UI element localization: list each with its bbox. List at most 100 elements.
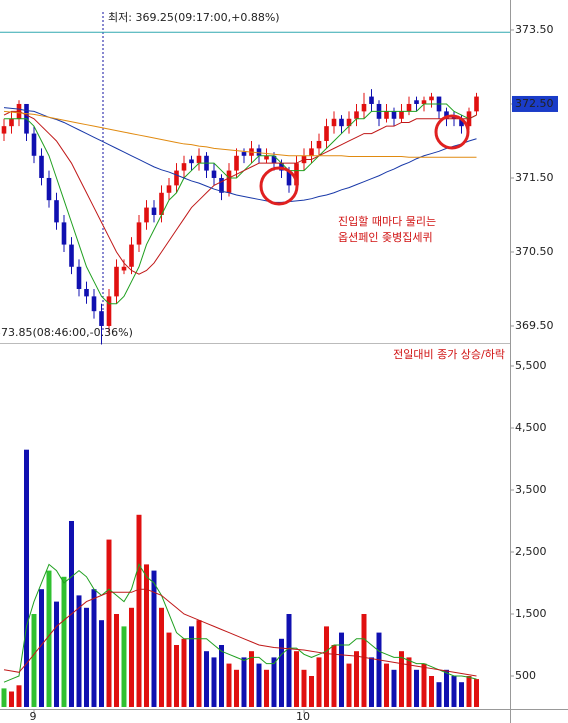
moving-average-line xyxy=(3,110,477,275)
candle-body xyxy=(136,222,142,245)
volume-bar xyxy=(129,607,134,707)
volume-bar xyxy=(249,651,254,707)
candle-body xyxy=(234,155,239,171)
candle-body xyxy=(399,111,404,119)
moving-average-line xyxy=(3,110,477,158)
candle-body xyxy=(31,133,37,156)
candle-body xyxy=(121,266,127,271)
volume-bar xyxy=(211,657,217,707)
volume-bar xyxy=(61,576,67,707)
candle-body xyxy=(1,126,7,134)
candle-body xyxy=(76,266,82,289)
candle-body xyxy=(286,170,292,186)
candle-body xyxy=(129,244,134,267)
volume-bar xyxy=(24,449,29,707)
candle-body xyxy=(46,177,52,201)
volume-bar xyxy=(226,663,232,707)
volume-bar xyxy=(361,613,367,707)
low-label: 373.85(08:46:00,-0.36%) xyxy=(0,326,133,339)
highlight-circle xyxy=(434,114,470,150)
volume-bar xyxy=(399,651,404,707)
volume-bar xyxy=(444,669,449,707)
volume-bar xyxy=(144,564,149,707)
candle-body xyxy=(99,311,104,326)
candle-body xyxy=(226,170,232,193)
volume-bar xyxy=(91,589,97,707)
volume-bar xyxy=(46,570,52,707)
volume-bar xyxy=(309,675,314,707)
volume-bar xyxy=(451,675,457,707)
volume-bar xyxy=(264,669,269,707)
y-tick-label: 369.50 xyxy=(515,319,554,332)
volume-bar xyxy=(121,626,127,707)
volume-bar xyxy=(421,663,427,707)
volume-bar xyxy=(16,685,22,707)
candle-body xyxy=(159,192,164,215)
volume-bar xyxy=(54,601,59,707)
volume-bar xyxy=(136,514,142,707)
volume-bar xyxy=(436,682,442,707)
volume-bar xyxy=(474,679,479,707)
volume-bar xyxy=(196,620,202,707)
volume-bar xyxy=(459,682,464,707)
y-tick-label: 2,500 xyxy=(515,545,547,558)
volume-bar xyxy=(301,669,307,707)
candle-body xyxy=(316,140,322,149)
note: 진입할 때마다 물리는 xyxy=(338,215,436,228)
y-tick-label: 500 xyxy=(515,669,536,682)
x-tick-label: 10 xyxy=(296,710,310,723)
volume-bar xyxy=(1,688,7,707)
y-tick-label: 370.50 xyxy=(515,245,554,258)
candle-body xyxy=(369,96,374,104)
candle-body xyxy=(444,111,449,119)
candle-body xyxy=(271,155,277,164)
candle-body xyxy=(181,163,187,171)
volume-bar xyxy=(346,663,352,707)
last-price-box xyxy=(512,95,558,112)
volume-bar xyxy=(39,589,44,707)
candle-body xyxy=(189,159,194,164)
y-tick-label: 4,500 xyxy=(515,421,547,434)
y-tick-label: 373.50 xyxy=(515,23,554,36)
candle-body xyxy=(39,155,44,178)
volume-bar xyxy=(159,607,164,707)
y-tick-label: 1,500 xyxy=(515,607,547,620)
candle-body xyxy=(346,118,352,127)
moving-average-line xyxy=(3,588,477,677)
volume-bar xyxy=(391,669,397,707)
volume-bar xyxy=(241,657,247,707)
candle-body xyxy=(331,118,337,127)
volume-bar xyxy=(376,632,382,707)
high-label: 최저: 369.25(09:17:00,+0.88%) xyxy=(108,11,280,24)
candle-body xyxy=(324,126,329,141)
candle-body xyxy=(309,148,314,156)
candle-body xyxy=(9,118,14,127)
candle-body xyxy=(264,155,269,160)
candle-body xyxy=(54,200,59,223)
volume-bar xyxy=(339,632,344,707)
volume-bar xyxy=(114,613,119,707)
volume-bar xyxy=(429,675,434,707)
candle-body xyxy=(339,118,344,127)
candle-body xyxy=(84,288,89,297)
candle-body xyxy=(166,185,172,193)
volume-bar xyxy=(279,638,284,707)
candle-body xyxy=(384,111,389,119)
volume-bar xyxy=(166,632,172,707)
candle-body xyxy=(421,100,427,104)
candle-body xyxy=(474,96,479,112)
volume-bar xyxy=(31,613,37,707)
volume-bar xyxy=(369,657,374,707)
volume-bar xyxy=(174,644,179,707)
volume-bar xyxy=(466,675,472,707)
candle-body xyxy=(106,296,112,326)
highlight-circle xyxy=(259,166,299,206)
candle-body xyxy=(429,96,434,101)
volume-caption: 전일대비 종가 상승/하락 xyxy=(393,347,505,361)
volume-bar xyxy=(76,595,82,707)
y-tick-label: 372.50 xyxy=(515,97,554,110)
y-tick-label: 3,500 xyxy=(515,483,547,496)
note: 옵션페인 좆병집세퀴 xyxy=(338,231,433,244)
volume-bar xyxy=(151,570,157,707)
